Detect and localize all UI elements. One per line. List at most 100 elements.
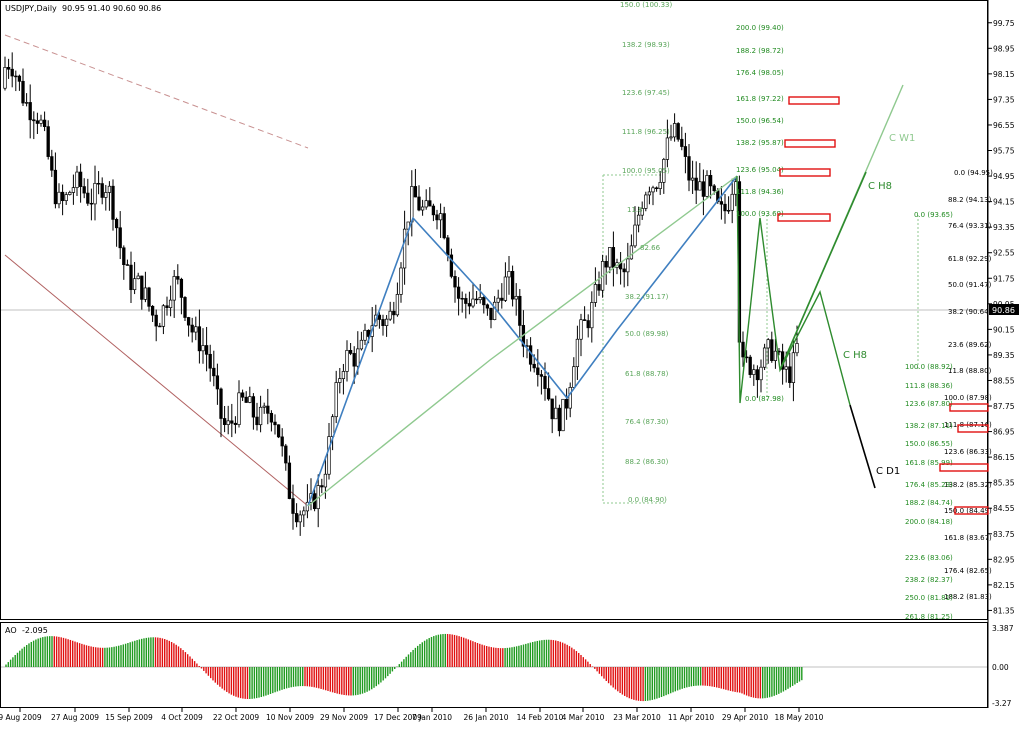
ao-bar — [774, 667, 775, 696]
ao-bar — [702, 667, 703, 686]
ao-bar — [472, 641, 473, 667]
ao-tick-bottom: -3.27 — [992, 699, 1012, 708]
fib-left-10: 76.4 (87.30) — [625, 418, 669, 426]
ao-bar — [573, 649, 574, 667]
fib-center-7: 111.8 (94.36) — [736, 188, 784, 196]
ao-bar — [684, 667, 685, 688]
candle-body — [447, 238, 450, 255]
candle-body — [414, 186, 417, 197]
fib-right-a-10: 123.6 (86.33) — [944, 448, 992, 456]
label-c-w1: C W1 — [889, 133, 915, 144]
ao-bar — [293, 667, 294, 687]
ao-bar — [592, 666, 593, 667]
ao-bar — [54, 636, 55, 667]
candle-body — [328, 437, 331, 475]
ao-bar — [746, 667, 747, 695]
ao-bar — [357, 667, 358, 695]
fib-right-a-2: 76.4 (93.31) — [948, 222, 992, 230]
ao-bar — [212, 667, 213, 680]
ao-bar — [700, 667, 701, 686]
ao-bar — [12, 657, 13, 667]
ao-bar — [233, 667, 234, 696]
ao-bar — [95, 647, 96, 667]
ao-bar — [617, 667, 618, 691]
ao-bar — [378, 667, 379, 684]
ao-bar — [587, 662, 588, 667]
candle-body — [720, 202, 723, 205]
ao-bar — [705, 667, 706, 686]
candle-body — [504, 277, 507, 300]
date-tick-label: 23 Mar 2010 — [613, 713, 661, 722]
ao-bar — [5, 665, 6, 667]
candle-body — [562, 399, 565, 430]
candle-body — [259, 407, 262, 424]
projection-cd1-line — [850, 405, 875, 488]
candle-body — [241, 393, 244, 397]
ao-bar — [631, 667, 632, 699]
candle-body — [331, 417, 334, 437]
candle-body — [468, 303, 471, 306]
candle-body — [486, 305, 489, 308]
ao-bar — [141, 639, 142, 667]
candle-body — [299, 515, 302, 522]
ao-bar — [771, 667, 772, 697]
ao-bar — [794, 667, 795, 684]
candle-body — [15, 76, 18, 77]
ao-bar — [327, 667, 328, 691]
candle-body — [418, 197, 421, 210]
ao-bar — [626, 667, 627, 697]
ao-bar — [150, 637, 151, 667]
candle-body — [727, 210, 730, 211]
ao-bar — [387, 667, 388, 676]
ao-bar — [284, 667, 285, 689]
ao-bar — [682, 667, 683, 689]
ao-bar — [330, 667, 331, 692]
ao-bar — [199, 666, 200, 667]
ao-bar — [316, 667, 317, 688]
ao-bar — [348, 667, 349, 695]
price-tick-label: 94.95 — [993, 172, 1015, 181]
ao-bar — [583, 657, 584, 667]
candle-body — [148, 288, 151, 306]
channel-lower-line — [5, 255, 308, 506]
ao-bar — [258, 667, 259, 698]
candle-body — [277, 425, 280, 437]
ao-bar — [77, 642, 78, 667]
date-tick-label: 22 Oct 2009 — [213, 713, 260, 722]
ao-bar — [532, 642, 533, 667]
ao-bar — [785, 667, 786, 690]
price-tick-label: 96.55 — [993, 121, 1015, 130]
target-box-5 — [950, 404, 988, 411]
ao-bar — [454, 635, 455, 667]
candle-body — [519, 296, 522, 325]
ao-bar — [104, 648, 105, 667]
ao-bar — [709, 667, 710, 686]
ao-bar — [762, 667, 763, 698]
fib-center-4: 150.0 (96.54) — [736, 117, 784, 125]
candle-body — [4, 67, 7, 88]
candle-body — [256, 417, 259, 425]
ao-bar — [173, 643, 174, 667]
price-tick-label: 98.15 — [993, 70, 1015, 79]
ao-bar — [399, 664, 400, 667]
fib-left-9: 61.8 (88.78) — [625, 370, 669, 378]
ao-bar — [401, 662, 402, 667]
ao-bar — [633, 667, 634, 700]
candle-body — [133, 279, 136, 290]
ao-bar — [31, 642, 32, 667]
ao-bar — [42, 637, 43, 667]
ao-bar — [799, 667, 800, 682]
candle-body — [645, 195, 648, 208]
ao-bar — [210, 667, 211, 678]
fib-right-a-5: 38.2 (90.64) — [948, 308, 992, 316]
candle-body — [69, 192, 72, 194]
target-box-1 — [789, 97, 839, 104]
ao-bar — [580, 655, 581, 667]
ao-bar — [523, 645, 524, 667]
candle-body — [173, 276, 176, 300]
candle-body — [479, 297, 482, 299]
ao-bar — [132, 642, 133, 667]
candle-body — [51, 157, 54, 171]
candle-body — [576, 339, 579, 366]
candle-body — [105, 192, 108, 197]
